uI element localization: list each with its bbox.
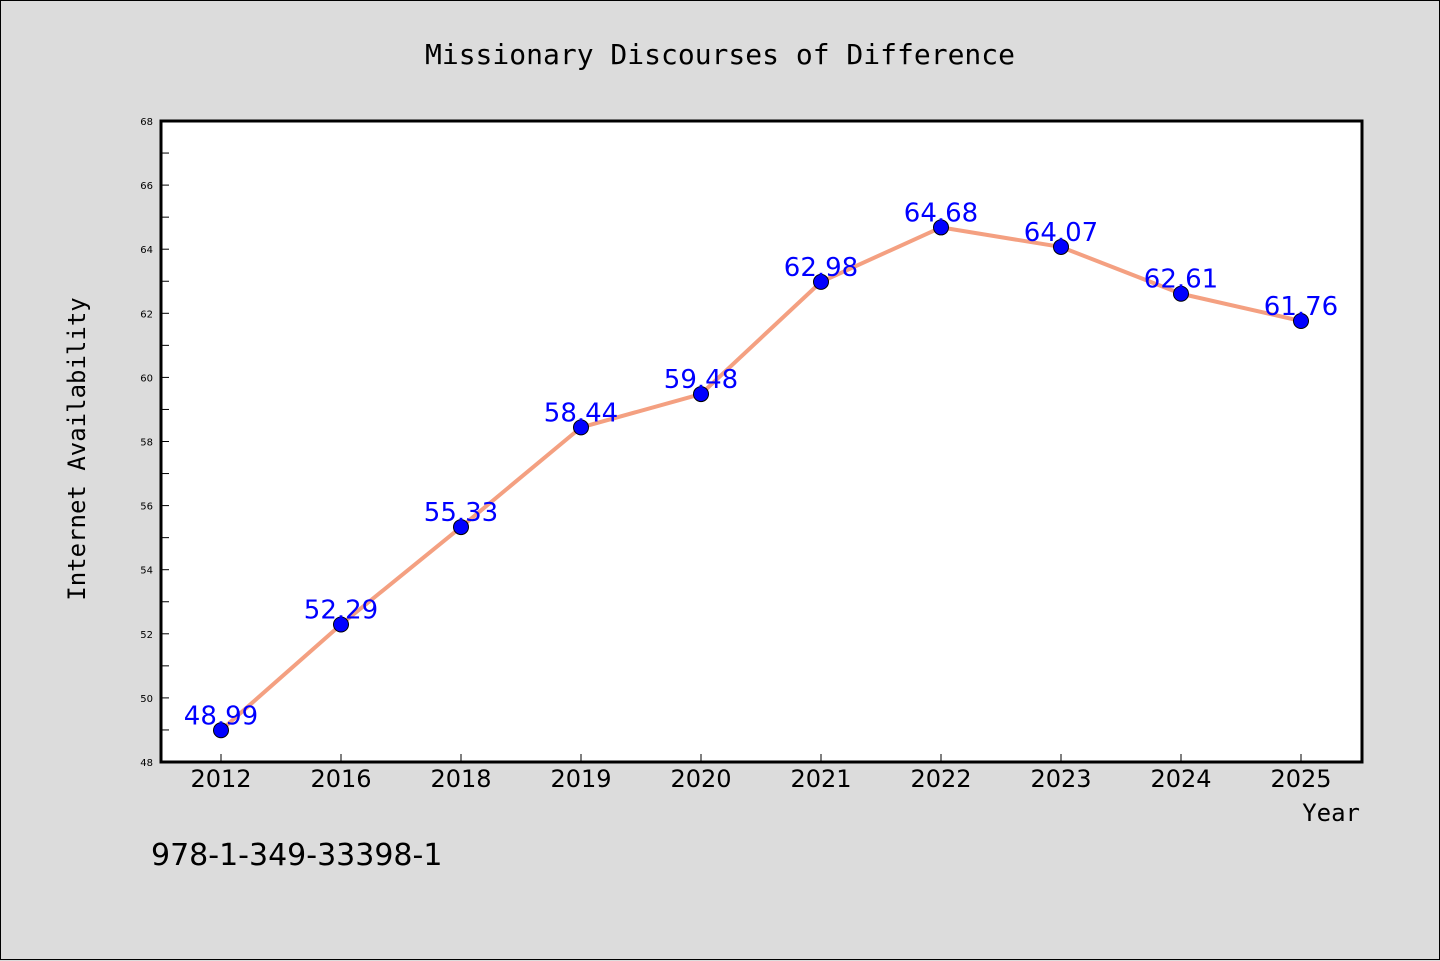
data-label: 59.48	[664, 365, 738, 395]
data-point	[333, 616, 349, 633]
data-label: 62.61	[1144, 265, 1218, 295]
plot-area	[159, 119, 1364, 764]
data-labels: 48.99 52.29 55.33 58.44 59.48 62.98 64.68 64.07…	[184, 198, 1338, 731]
chart-title: Missionary Discourses of Difference	[425, 38, 1015, 71]
x-tick-label: 2020	[670, 765, 731, 793]
x-axis-label: Year	[1302, 799, 1360, 827]
series-line	[219, 225, 1303, 733]
x-tick-label: 2024	[1150, 765, 1211, 793]
data-label: 55.33	[424, 498, 498, 528]
y-tick-label: 62	[140, 309, 153, 320]
y-tick-label: 58	[140, 438, 153, 449]
y-tick-label: 48	[140, 758, 153, 769]
data-point	[453, 519, 469, 536]
data-point	[693, 386, 709, 403]
y-tick-label: 68	[140, 117, 153, 128]
y-tick-label: 64	[140, 245, 153, 256]
data-point	[573, 419, 589, 436]
x-axis: 2012 2016 2018 2019 2020 2021 2022 2023 2024 2025	[190, 754, 1332, 793]
data-label: 64.07	[1024, 218, 1098, 248]
data-point	[1053, 238, 1069, 255]
y-axis: 48 50 52 54 56 58 60 62 64 66 68	[140, 117, 169, 769]
data-label: 58.44	[544, 398, 618, 428]
data-label: 62.98	[784, 253, 858, 283]
data-point	[213, 722, 229, 739]
y-tick-label: 52	[140, 630, 153, 641]
data-point	[813, 273, 829, 290]
data-point	[1173, 285, 1189, 302]
y-tick-label: 50	[140, 694, 153, 705]
x-tick-label: 2023	[1030, 765, 1091, 793]
y-tick-label: 56	[140, 502, 153, 513]
data-label: 52.29	[304, 596, 378, 626]
y-tick-label: 54	[140, 566, 153, 577]
data-label: 64.68	[904, 198, 978, 228]
isbn-text: 978-1-349-33398-1	[151, 838, 442, 873]
data-point	[933, 219, 949, 236]
x-tick-label: 2022	[910, 765, 971, 793]
x-tick-label: 2021	[790, 765, 851, 793]
x-tick-label: 2012	[190, 765, 251, 793]
data-label: 48.99	[184, 701, 258, 731]
data-point	[1293, 312, 1309, 329]
y-axis-label: Internet Availability	[63, 297, 91, 600]
y-tick-label: 66	[140, 181, 153, 192]
data-markers	[213, 219, 1309, 739]
series-line-group	[219, 225, 1303, 733]
y-tick-label: 60	[140, 373, 153, 384]
x-tick-label: 2018	[430, 765, 491, 793]
data-label: 61.76	[1264, 292, 1338, 322]
x-tick-label: 2016	[310, 765, 371, 793]
x-tick-label: 2025	[1270, 765, 1331, 793]
x-tick-label: 2019	[550, 765, 611, 793]
